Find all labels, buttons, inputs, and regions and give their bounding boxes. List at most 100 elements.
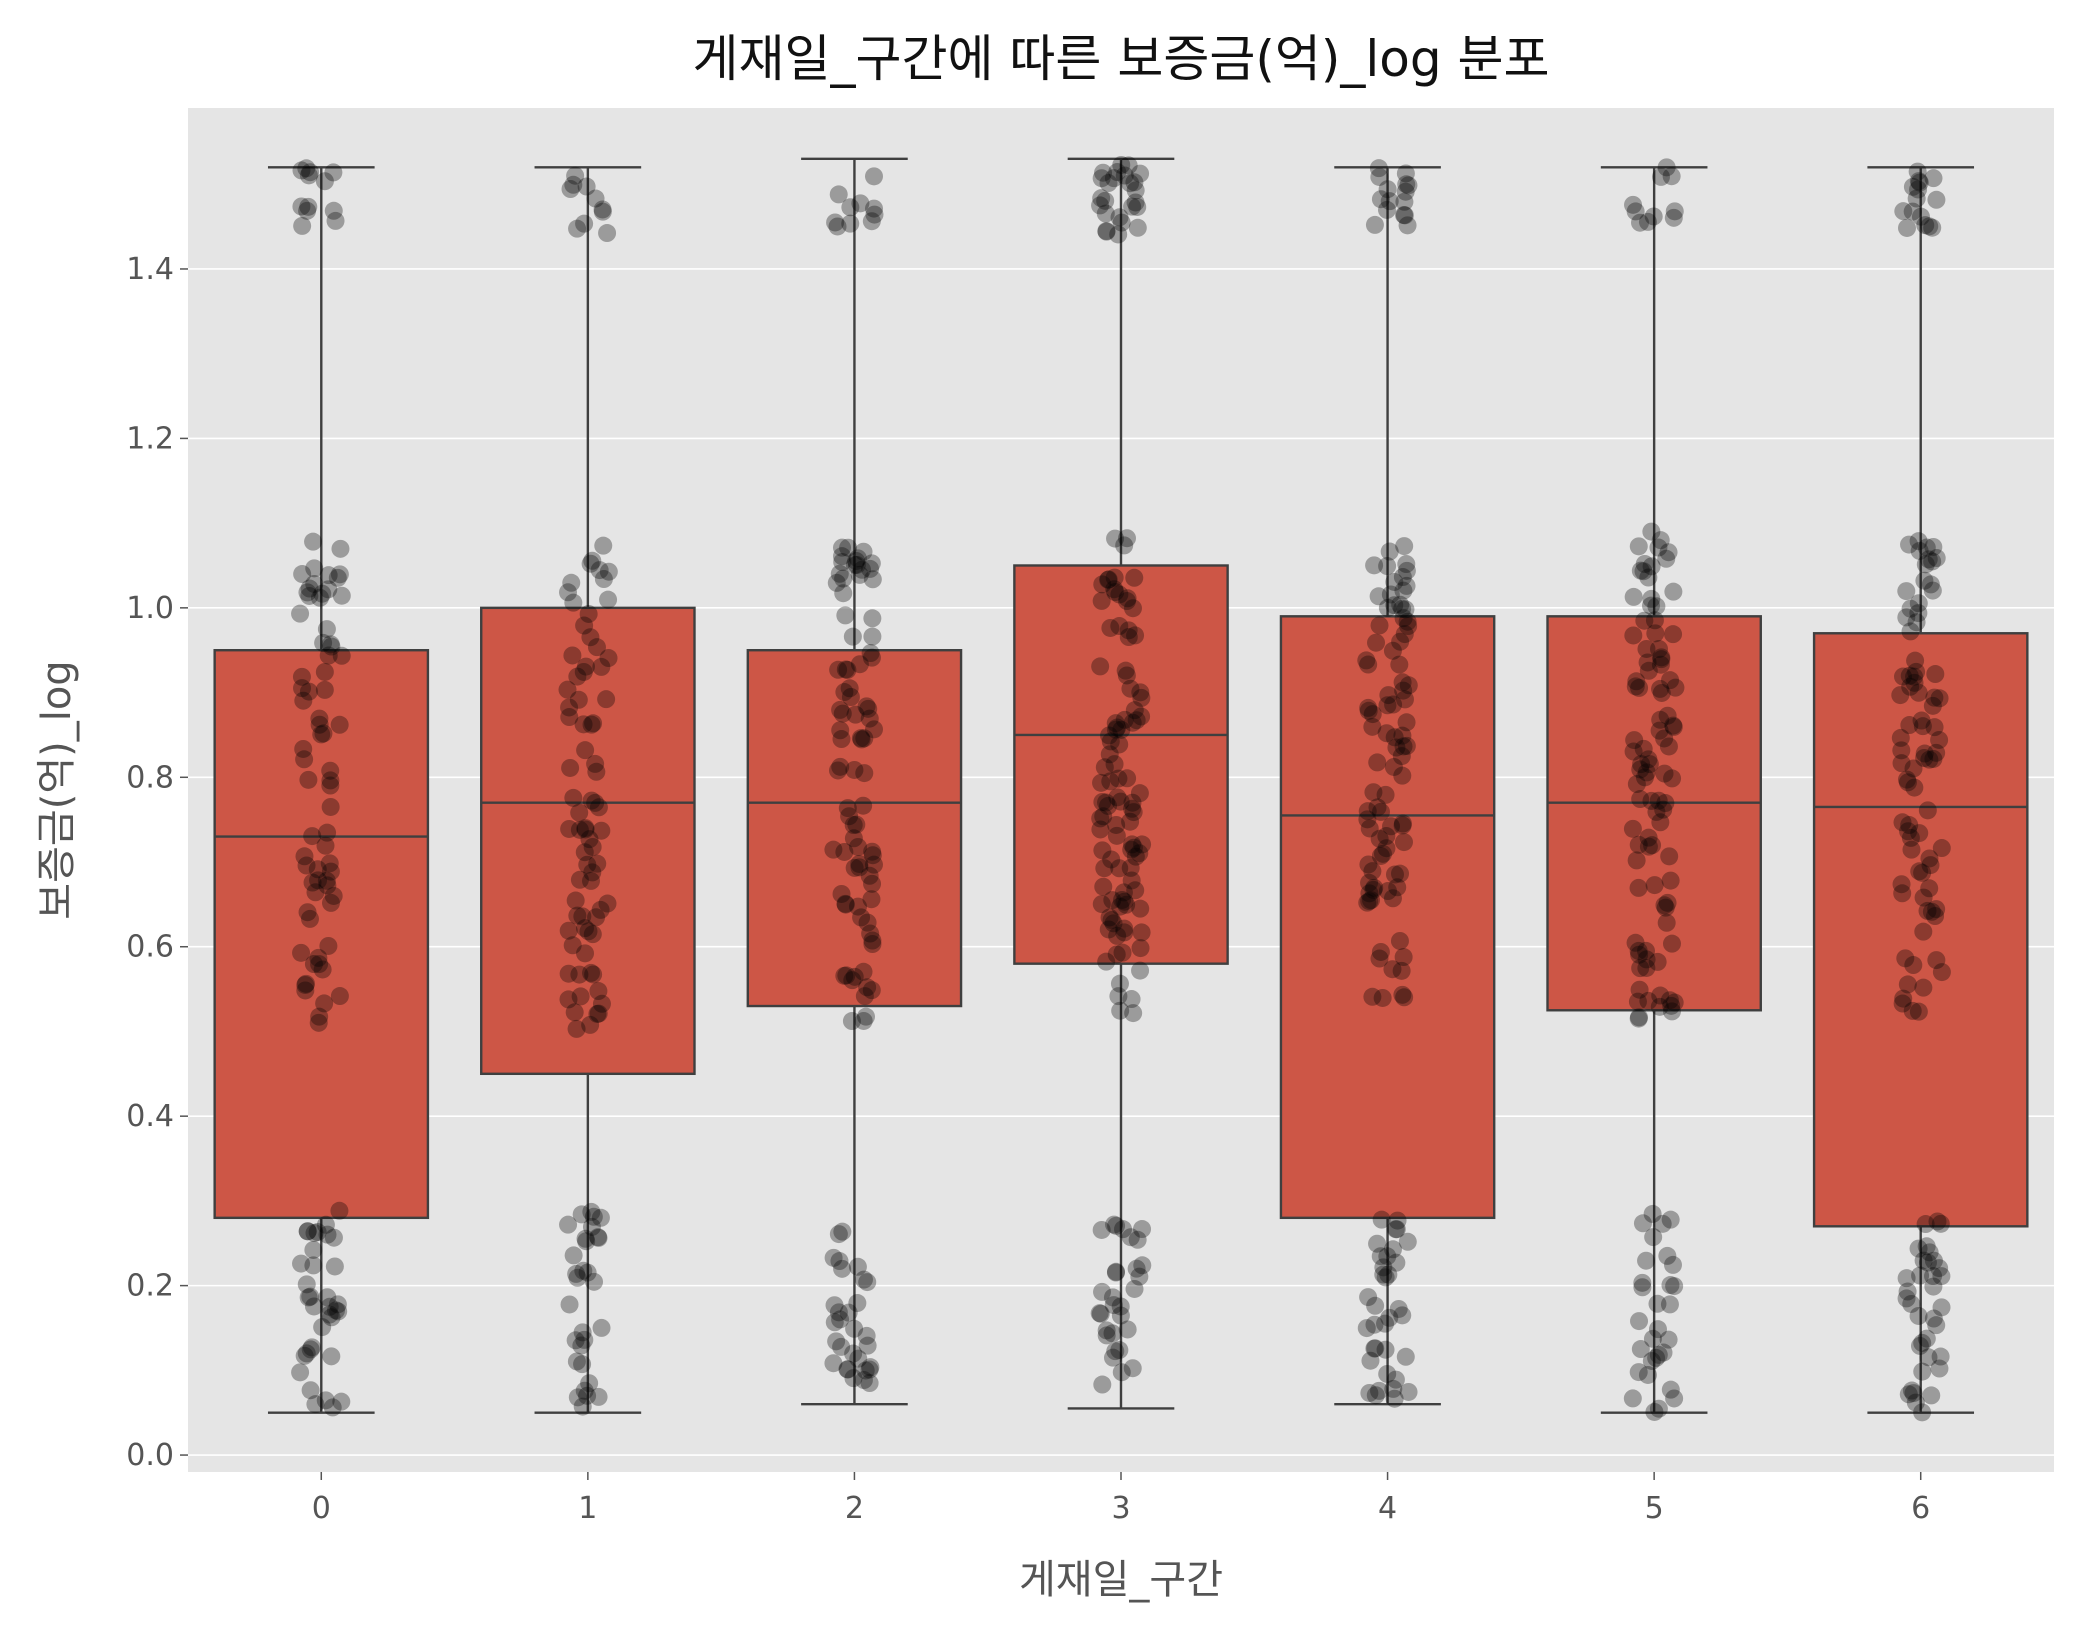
strip-point (1133, 1256, 1152, 1275)
strip-point (304, 532, 323, 551)
strip-point (1365, 1315, 1384, 1334)
strip-point (865, 199, 884, 218)
strip-point (1635, 554, 1654, 573)
strip-point (578, 855, 597, 874)
strip-point (320, 1305, 339, 1324)
strip-point (1114, 883, 1133, 902)
strip-point (1903, 177, 1922, 196)
strip-point (1376, 1268, 1395, 1287)
y-tick-label: 0.4 (126, 1099, 174, 1134)
strip-point (582, 871, 601, 890)
strip-point (1900, 666, 1919, 685)
strip-point (568, 219, 587, 238)
strip-point (1661, 1276, 1680, 1295)
strip-point (1921, 856, 1940, 875)
strip-point (1923, 218, 1942, 237)
strip-point (316, 836, 335, 855)
strip-point (829, 1303, 848, 1322)
strip-point (1132, 707, 1151, 726)
strip-point (857, 697, 876, 716)
chart-title: 게재일_구간에 따른 보증금(억)_log 분포 (693, 30, 1550, 88)
strip-point (845, 555, 864, 574)
strip-point (1923, 696, 1942, 715)
strip-point (1920, 750, 1939, 769)
strip-point (559, 964, 578, 983)
strip-point (832, 884, 851, 903)
strip-point (293, 565, 312, 584)
strip-point (1397, 576, 1416, 595)
strip-point (1393, 726, 1412, 745)
strip-point (581, 1015, 600, 1034)
strip-point (1661, 1380, 1680, 1399)
strip-point (1121, 1228, 1140, 1247)
strip-point (1105, 755, 1124, 774)
strip-point (1395, 206, 1414, 225)
strip-point (588, 854, 607, 873)
strip-point (1645, 611, 1664, 630)
strip-point (332, 646, 351, 665)
strip-point (1124, 1004, 1143, 1023)
strip-point (1630, 678, 1649, 697)
strip-point (1657, 158, 1676, 177)
strip-point (1629, 941, 1648, 960)
strip-point (1097, 222, 1116, 241)
strip-point (863, 570, 882, 589)
strip-point (1663, 1255, 1682, 1274)
strip-point (304, 955, 323, 974)
strip-point (1629, 1009, 1648, 1028)
box-group-2 (746, 157, 963, 1406)
strip-point (1093, 1375, 1112, 1394)
strip-point (570, 803, 589, 822)
strip-point (1122, 871, 1141, 890)
strip-point (589, 1228, 608, 1247)
strip-point (1919, 1348, 1938, 1367)
strip-point (1899, 822, 1918, 841)
strip-point (1095, 859, 1114, 878)
strip-point (1128, 218, 1147, 237)
y-tick-label: 0.8 (126, 760, 174, 795)
strip-point (1631, 1340, 1650, 1359)
strip-point (1638, 653, 1657, 672)
strip-point (1637, 639, 1656, 658)
strip-point (299, 1288, 318, 1307)
strip-point (865, 720, 884, 739)
strip-point (330, 565, 349, 584)
strip-point (1363, 717, 1382, 736)
strip-point (310, 715, 329, 734)
strip-point (582, 715, 601, 734)
strip-point (1366, 1296, 1385, 1315)
strip-point (581, 554, 600, 573)
strip-point (1639, 991, 1658, 1010)
strip-point (332, 1392, 351, 1411)
strip-point (292, 161, 311, 180)
strip-point (1916, 555, 1935, 574)
y-tick-label: 1.2 (126, 421, 174, 456)
strip-point (1368, 1234, 1387, 1253)
strip-point (1093, 575, 1112, 594)
strip-point (1119, 156, 1138, 175)
strip-point (1927, 1316, 1946, 1335)
strip-point (1642, 557, 1661, 576)
strip-point (1095, 758, 1114, 777)
strip-point (1122, 990, 1141, 1009)
strip-point (598, 894, 617, 913)
strip-point (314, 724, 333, 743)
strip-point (1094, 163, 1113, 182)
strip-point (589, 1387, 608, 1406)
strip-point (1648, 1320, 1667, 1339)
strip-point (1360, 819, 1379, 838)
strip-point (1091, 196, 1110, 215)
strip-point (1906, 1393, 1925, 1412)
strip-point (845, 760, 864, 779)
strip-point (1131, 939, 1150, 958)
strip-point (330, 1201, 349, 1220)
strip-point (1635, 611, 1654, 630)
strip-point (564, 175, 583, 194)
strip-point (863, 846, 882, 865)
strip-point (1921, 575, 1940, 594)
strip-point (1359, 698, 1378, 717)
strip-point (1630, 980, 1649, 999)
strip-point (298, 201, 317, 220)
strip-point (1123, 599, 1142, 618)
